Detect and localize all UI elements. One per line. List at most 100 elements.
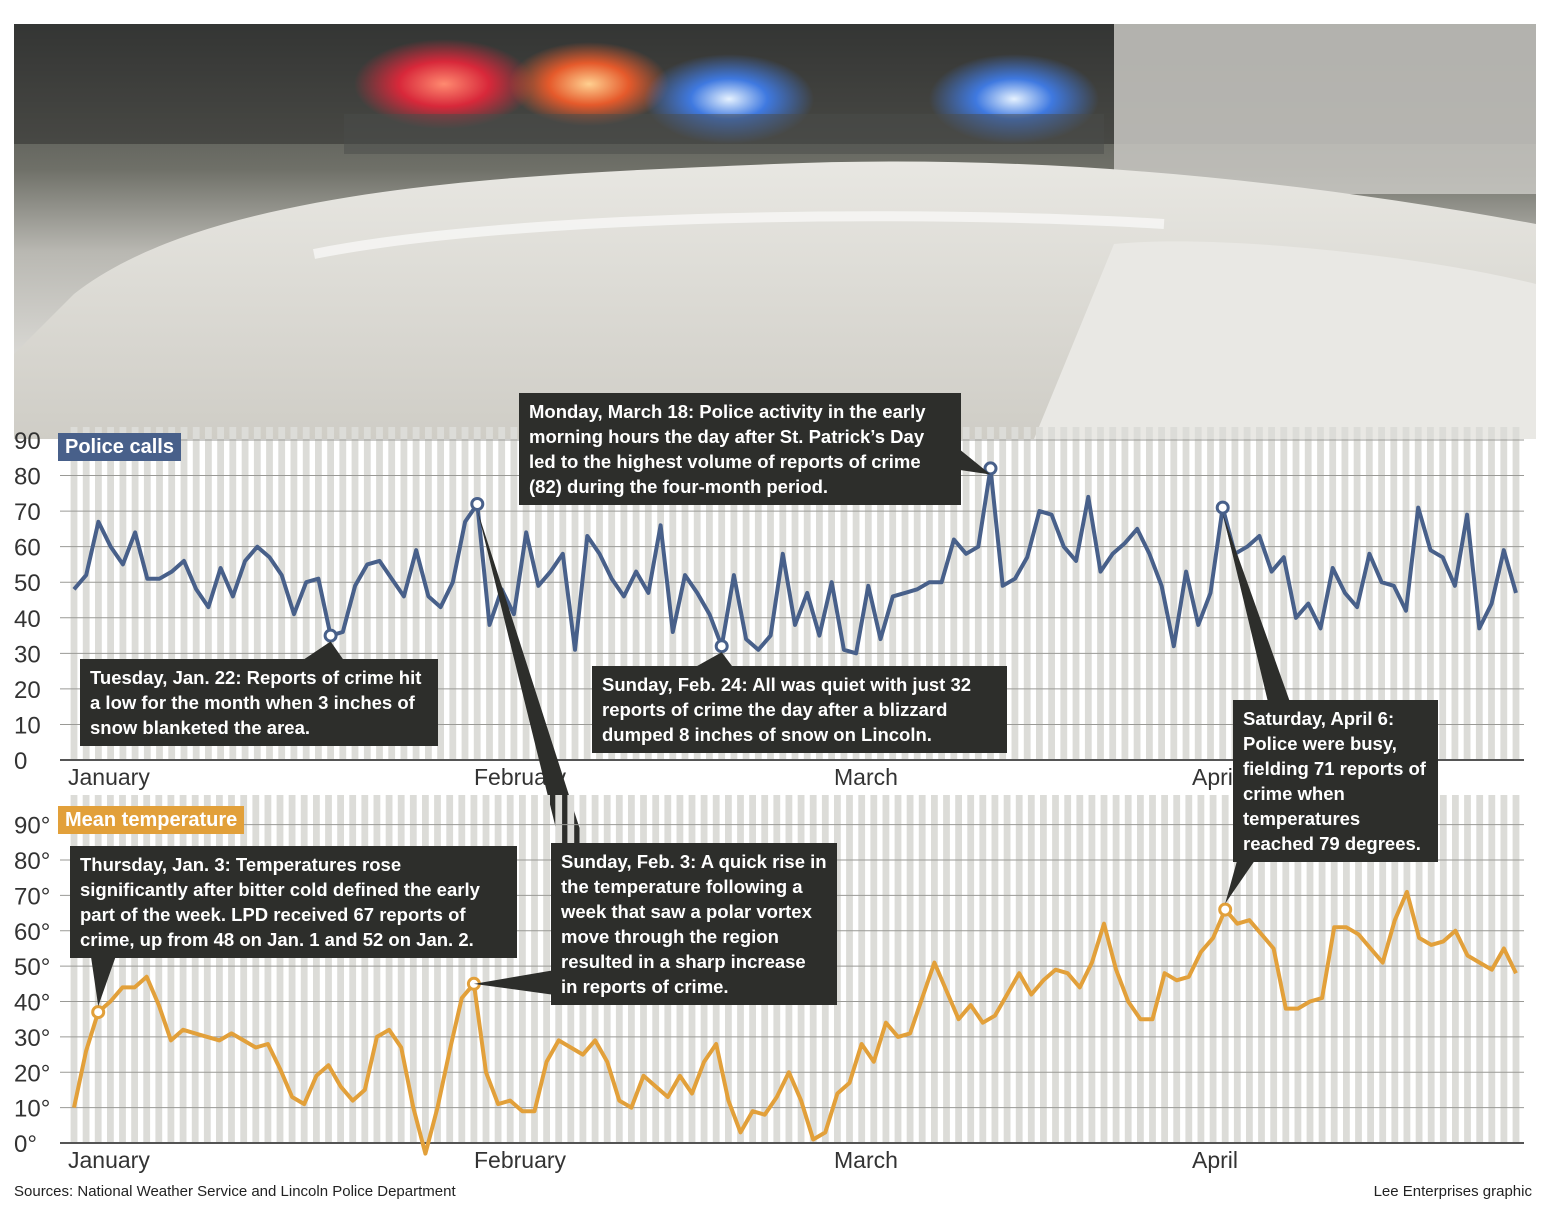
day-stripe (119, 795, 126, 1143)
highlight-point (1215, 500, 1230, 515)
day-stripe (1451, 427, 1459, 760)
callout-pointer (477, 510, 585, 845)
day-stripe (1452, 795, 1459, 1143)
day-stripe (409, 795, 417, 1143)
y-tick-label: 40° (14, 990, 50, 1017)
y-tick-label: 10 (14, 712, 41, 739)
day-stripe (339, 427, 347, 760)
day-stripe (583, 427, 591, 760)
y-tick-label: 90° (14, 813, 50, 840)
day-stripe (486, 427, 493, 760)
highlight-point (470, 497, 485, 511)
day-stripe (131, 795, 138, 1143)
day-stripe (373, 795, 381, 1143)
police-calls-title: Police calls (58, 433, 181, 461)
day-stripe (706, 427, 713, 760)
day-stripe (846, 795, 853, 1143)
y-tick-label: 80 (14, 464, 41, 491)
day-stripe (1209, 795, 1217, 1143)
day-stripe (742, 427, 750, 760)
series-line (72, 889, 1518, 1156)
day-stripe (681, 427, 689, 760)
day-stripe (834, 795, 841, 1143)
day-stripe (1076, 795, 1084, 1143)
day-stripe (1343, 795, 1350, 1143)
day-stripe (1280, 427, 1288, 760)
day-stripe (216, 795, 223, 1143)
highlight-point (983, 461, 998, 476)
day-stripe (877, 427, 884, 760)
day-stripe (191, 795, 199, 1143)
day-stripe (461, 427, 469, 760)
day-stripe (840, 427, 848, 760)
day-stripe (669, 427, 677, 760)
day-stripe (1231, 427, 1239, 760)
callout-pointer (1222, 513, 1290, 702)
day-stripe (531, 795, 538, 1143)
day-stripe (203, 795, 211, 1143)
day-stripe (1355, 795, 1362, 1143)
day-stripe (1427, 427, 1434, 760)
callout-pointer (473, 970, 555, 995)
day-stripe (1463, 427, 1471, 760)
day-stripe (559, 427, 567, 760)
day-stripe (449, 427, 457, 760)
day-stripe (325, 795, 332, 1143)
day-stripe (412, 427, 420, 760)
day-stripe (376, 427, 383, 760)
highlight-point (91, 1005, 106, 1020)
day-stripe (300, 795, 308, 1143)
day-stripe (494, 795, 502, 1143)
day-stripe (363, 427, 371, 760)
day-stripe (315, 427, 322, 760)
day-stripe (327, 427, 334, 760)
x-month-label: March (834, 764, 898, 790)
day-stripe (1233, 795, 1241, 1143)
callout-pointer (300, 641, 345, 662)
day-stripe (852, 427, 860, 760)
day-stripe (458, 795, 466, 1143)
day-stripe (1317, 427, 1324, 760)
day-stripe (522, 427, 530, 760)
day-stripe (1100, 795, 1108, 1143)
callout-march-18: Monday, March 18: Police activity in the… (519, 393, 961, 505)
day-stripe (1097, 427, 1104, 760)
day-stripe (754, 427, 762, 760)
day-stripe (1318, 795, 1326, 1143)
day-stripe (547, 427, 554, 760)
day-stripe (1488, 427, 1495, 760)
day-stripe (991, 795, 999, 1143)
day-stripe (70, 427, 78, 760)
day-stripe (816, 427, 823, 760)
day-stripe (889, 427, 897, 760)
day-stripe (1221, 795, 1229, 1143)
day-stripe (1403, 795, 1411, 1143)
day-stripe (119, 427, 127, 760)
y-tick-label: 0 (14, 748, 27, 775)
day-stripe (1439, 795, 1447, 1143)
callout-feb-3: Sunday, Feb. 3: A quick rise in the temp… (551, 843, 837, 1005)
day-stripe (1197, 795, 1205, 1143)
day-stripe (1109, 427, 1117, 760)
callout-feb-24: Sunday, Feb. 24: All was quiet with just… (592, 666, 1007, 753)
day-stripe (434, 795, 441, 1143)
day-stripe (1414, 427, 1422, 760)
day-stripe (264, 795, 272, 1143)
highlight-point (323, 628, 338, 643)
police-car-photo-icon (14, 24, 1536, 439)
day-stripe (1219, 427, 1227, 760)
day-stripe (999, 427, 1007, 760)
day-stripe (608, 427, 616, 760)
x-month-label: February (474, 1147, 567, 1173)
y-tick-label: 50 (14, 570, 41, 597)
day-stripe (931, 795, 938, 1143)
day-stripe (1304, 427, 1312, 760)
day-stripe (1268, 427, 1275, 760)
day-stripe (1500, 427, 1508, 760)
y-tick-label: 30° (14, 1025, 50, 1052)
day-stripe (1137, 795, 1144, 1143)
police-car-lights-photo (14, 24, 1536, 439)
day-stripe (422, 795, 429, 1143)
day-stripe (1084, 427, 1092, 760)
